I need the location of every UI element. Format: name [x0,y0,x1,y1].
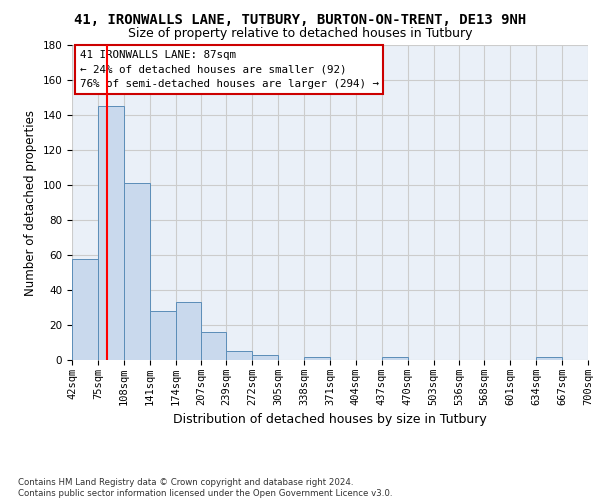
Text: Size of property relative to detached houses in Tutbury: Size of property relative to detached ho… [128,28,472,40]
Bar [253,355,278,360]
Bar [226,351,253,360]
Bar [382,356,407,360]
Bar [124,183,149,360]
Bar [176,302,202,360]
Bar [149,311,176,360]
Bar [202,332,226,360]
Bar [98,106,124,360]
Bar [304,356,330,360]
Text: Contains HM Land Registry data © Crown copyright and database right 2024.
Contai: Contains HM Land Registry data © Crown c… [18,478,392,498]
Text: 41 IRONWALLS LANE: 87sqm
← 24% of detached houses are smaller (92)
76% of semi-d: 41 IRONWALLS LANE: 87sqm ← 24% of detach… [80,50,379,90]
X-axis label: Distribution of detached houses by size in Tutbury: Distribution of detached houses by size … [173,414,487,426]
Text: 41, IRONWALLS LANE, TUTBURY, BURTON-ON-TRENT, DE13 9NH: 41, IRONWALLS LANE, TUTBURY, BURTON-ON-T… [74,12,526,26]
Bar [536,356,562,360]
Y-axis label: Number of detached properties: Number of detached properties [24,110,37,296]
Bar [72,258,98,360]
